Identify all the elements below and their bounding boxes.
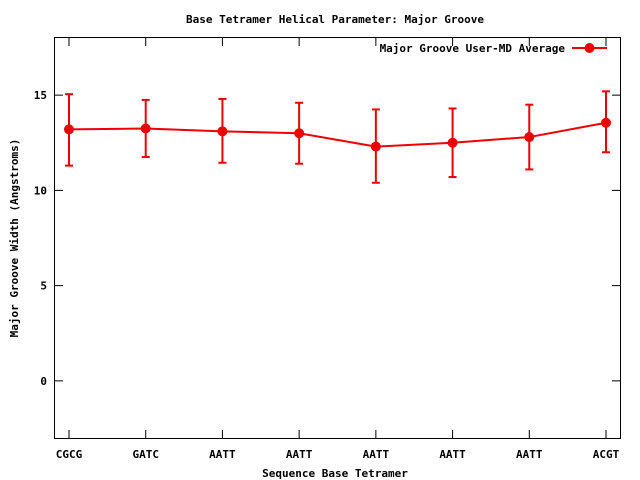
x-axis-label: Sequence Base Tetramer (262, 467, 408, 480)
data-point (140, 123, 151, 134)
data-point (524, 132, 535, 143)
x-tick-label: AATT (286, 448, 313, 461)
y-tick-label: 10 (34, 184, 47, 197)
y-axis-label: Major Groove Width (Angstroms) (8, 139, 21, 338)
series-layer (64, 90, 611, 184)
x-tick-label: CGCG (56, 448, 83, 461)
x-tick-label: AATT (363, 448, 390, 461)
y-tick-label: 0 (40, 375, 47, 388)
y-tick-label: 5 (40, 280, 47, 293)
series-line (68, 121, 607, 148)
data-point (370, 141, 381, 152)
data-point (601, 117, 611, 128)
x-tick-label: AATT (439, 448, 466, 461)
y-axis: 0 5 10 15 (34, 89, 620, 388)
data-point (217, 126, 228, 137)
data-point (64, 124, 74, 135)
y-tick-label: 15 (34, 89, 47, 102)
data-point (447, 137, 458, 148)
legend-marker (584, 43, 595, 53)
data-point (294, 128, 305, 139)
chart-title: Base Tetramer Helical Parameter: Major G… (186, 13, 484, 26)
x-tick-label: AATT (209, 448, 236, 461)
legend-label: Major Groove User-MD Average (380, 42, 566, 55)
x-tick-label: AATT (516, 448, 543, 461)
x-tick-label: GATC (132, 448, 159, 461)
plot-frame (54, 37, 621, 439)
legend: Major Groove User-MD Average (380, 42, 607, 55)
x-tick-label: ACGT (593, 448, 620, 461)
x-axis: CGCG GATC AATT AATT AATT AATT AATT ACGT (56, 38, 620, 461)
